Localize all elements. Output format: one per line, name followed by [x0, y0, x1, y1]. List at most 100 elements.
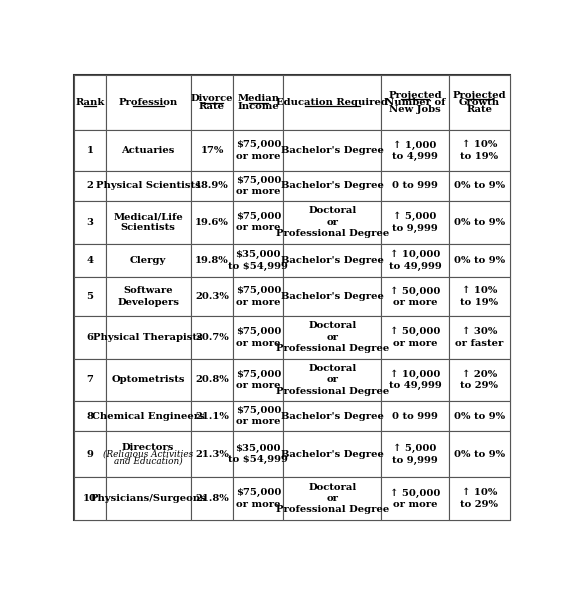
- Bar: [190, 130, 233, 171]
- Bar: [283, 201, 381, 244]
- Text: 2: 2: [87, 181, 93, 190]
- Bar: [449, 316, 510, 359]
- Bar: [381, 316, 449, 359]
- Bar: [381, 359, 449, 401]
- Bar: [283, 316, 381, 359]
- Text: Growth: Growth: [459, 98, 500, 107]
- Bar: [381, 244, 449, 277]
- Bar: [449, 477, 510, 520]
- Bar: [190, 316, 233, 359]
- Bar: [283, 171, 381, 201]
- Bar: [233, 171, 283, 201]
- Bar: [233, 401, 283, 431]
- Bar: [105, 130, 190, 171]
- Text: Physical Therapists: Physical Therapists: [93, 333, 203, 342]
- Bar: [233, 359, 283, 401]
- Text: $75,000
or more: $75,000 or more: [235, 212, 281, 232]
- Bar: [74, 431, 105, 477]
- Bar: [190, 431, 233, 477]
- Bar: [74, 201, 105, 244]
- Bar: [283, 401, 381, 431]
- Bar: [381, 130, 449, 171]
- Bar: [283, 244, 381, 277]
- Bar: [105, 75, 190, 130]
- Bar: [74, 130, 105, 171]
- Bar: [449, 75, 510, 130]
- Bar: [449, 244, 510, 277]
- Text: 21.8%: 21.8%: [195, 494, 229, 503]
- Text: Bachelor's Degree: Bachelor's Degree: [281, 146, 384, 155]
- Bar: [190, 477, 233, 520]
- Text: ↑ 50,000
or more: ↑ 50,000 or more: [390, 327, 441, 348]
- Bar: [105, 359, 190, 401]
- Text: ↑ 50,000
or more: ↑ 50,000 or more: [390, 286, 441, 307]
- Bar: [74, 244, 105, 277]
- Bar: [190, 277, 233, 316]
- Bar: [381, 431, 449, 477]
- Bar: [74, 171, 105, 201]
- Text: 19.8%: 19.8%: [195, 256, 229, 265]
- Bar: [74, 477, 105, 520]
- Text: and Education): and Education): [114, 456, 182, 465]
- Text: Medical/Life
Scientists: Medical/Life Scientists: [113, 212, 183, 232]
- Bar: [233, 201, 283, 244]
- Text: Clergy: Clergy: [130, 256, 166, 265]
- Bar: [449, 401, 510, 431]
- Bar: [233, 75, 283, 130]
- Text: ↑ 10%
to 29%: ↑ 10% to 29%: [461, 488, 498, 509]
- Text: Doctoral
or
Professional Degree: Doctoral or Professional Degree: [276, 482, 389, 515]
- Text: Software
Developers: Software Developers: [117, 287, 179, 307]
- Bar: [233, 477, 283, 520]
- Bar: [74, 316, 105, 359]
- Text: Physical Scientists: Physical Scientists: [96, 181, 201, 190]
- Text: Projected: Projected: [453, 91, 506, 100]
- Text: Bachelor's Degree: Bachelor's Degree: [281, 412, 384, 421]
- Text: $75,000
or more: $75,000 or more: [235, 488, 281, 509]
- Text: 7: 7: [87, 376, 93, 384]
- Text: $75,000
or more: $75,000 or more: [235, 406, 281, 426]
- Text: ↑ 1,000
to 4,999: ↑ 1,000 to 4,999: [392, 140, 438, 161]
- Text: ↑ 5,000
to 9,999: ↑ 5,000 to 9,999: [392, 212, 438, 233]
- Text: Optometrists: Optometrists: [111, 376, 185, 384]
- Bar: [381, 171, 449, 201]
- Bar: [381, 201, 449, 244]
- Text: 9: 9: [87, 450, 93, 458]
- Bar: [105, 316, 190, 359]
- Bar: [74, 359, 105, 401]
- Text: Physicians/Surgeons: Physicians/Surgeons: [90, 494, 206, 503]
- Text: Bachelor's Degree: Bachelor's Degree: [281, 292, 384, 301]
- Text: 20.3%: 20.3%: [195, 292, 229, 301]
- Text: 10: 10: [83, 494, 97, 503]
- Bar: [449, 359, 510, 401]
- Bar: [381, 477, 449, 520]
- Text: $35,000
to $54,999: $35,000 to $54,999: [229, 444, 288, 464]
- Text: 21.1%: 21.1%: [195, 412, 229, 421]
- Text: 8: 8: [87, 412, 93, 421]
- Text: $75,000
or more: $75,000 or more: [235, 327, 281, 347]
- Text: 0% to 9%: 0% to 9%: [454, 412, 505, 421]
- Text: Directors: Directors: [122, 443, 174, 452]
- Text: Projected: Projected: [388, 91, 442, 100]
- Bar: [105, 201, 190, 244]
- Bar: [233, 277, 283, 316]
- Bar: [190, 401, 233, 431]
- Text: Median: Median: [237, 94, 279, 103]
- Text: 3: 3: [87, 218, 93, 227]
- Text: Doctoral
or
Professional Degree: Doctoral or Professional Degree: [276, 207, 389, 238]
- Text: 18.9%: 18.9%: [195, 181, 229, 190]
- Text: ↑ 10%
to 19%: ↑ 10% to 19%: [461, 287, 499, 307]
- Bar: [283, 75, 381, 130]
- Text: 0% to 9%: 0% to 9%: [454, 181, 505, 190]
- Bar: [283, 359, 381, 401]
- Bar: [74, 401, 105, 431]
- Text: 0 to 999: 0 to 999: [392, 181, 438, 190]
- Text: $75,000
or more: $75,000 or more: [235, 287, 281, 307]
- Text: 20.7%: 20.7%: [195, 333, 229, 342]
- Text: Income: Income: [238, 101, 279, 110]
- Bar: [381, 401, 449, 431]
- Text: ↑ 10%
to 19%: ↑ 10% to 19%: [461, 140, 499, 161]
- Bar: [283, 431, 381, 477]
- Text: $75,000
or more: $75,000 or more: [235, 140, 281, 161]
- Text: $35,000
to $54,999: $35,000 to $54,999: [229, 250, 288, 270]
- Text: Bachelor's Degree: Bachelor's Degree: [281, 181, 384, 190]
